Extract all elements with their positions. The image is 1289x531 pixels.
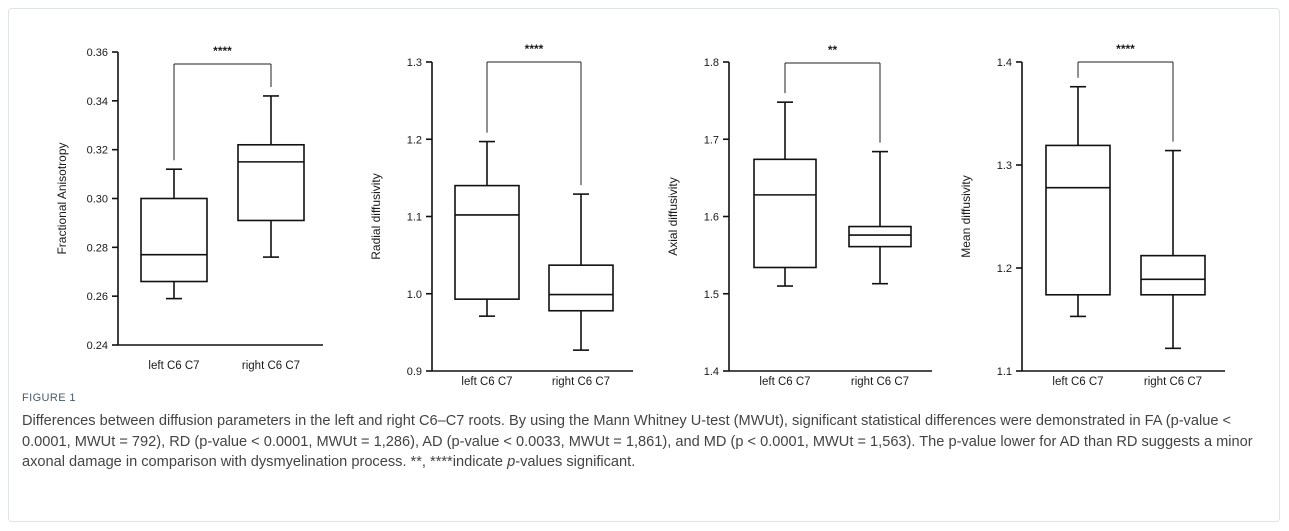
box-iqr xyxy=(548,264,614,312)
y-axis-label: Mean diffusivity xyxy=(959,175,973,257)
significance-stars: **** xyxy=(213,44,232,58)
y-tick-label: 0.26 xyxy=(87,291,108,303)
x-category-label: right C6 C7 xyxy=(851,376,909,388)
y-tick-label: 0.28 xyxy=(87,242,108,254)
y-tick-label: 1.6 xyxy=(704,212,719,224)
y-tick-label: 1.8 xyxy=(704,57,719,69)
figure-label: FIGURE 1 xyxy=(22,392,76,404)
x-category-label: left C6 C7 xyxy=(759,376,810,388)
x-category-label: left C6 C7 xyxy=(461,376,512,388)
y-tick-label: 0.24 xyxy=(87,340,108,352)
caption-text-end: -values significant. xyxy=(515,454,636,470)
y-tick-label: 0.32 xyxy=(87,145,108,157)
y-tick-label: 0.34 xyxy=(87,96,108,108)
box-iqr xyxy=(237,143,305,222)
box-iqr xyxy=(1045,144,1111,296)
box-iqr xyxy=(848,225,912,248)
y-axis-label: Radial diffusivity xyxy=(369,173,383,259)
y-tick-label: 1.7 xyxy=(704,134,719,146)
y-tick-label: 1.1 xyxy=(997,366,1012,378)
y-tick-label: 1.3 xyxy=(407,57,422,69)
y-tick-label: 1.5 xyxy=(704,289,719,301)
significance-stars: **** xyxy=(1116,42,1135,56)
x-category-label: left C6 C7 xyxy=(148,360,199,372)
box-iqr xyxy=(1140,254,1206,296)
significance-stars: ** xyxy=(828,43,838,57)
y-tick-label: 0.36 xyxy=(87,47,108,59)
figure-caption: Differences between diffusion parameters… xyxy=(22,411,1262,473)
x-category-label: right C6 C7 xyxy=(1144,376,1202,388)
y-tick-label: 1.4 xyxy=(704,366,719,378)
box-iqr xyxy=(140,197,208,283)
x-category-label: right C6 C7 xyxy=(552,376,610,388)
x-category-label: right C6 C7 xyxy=(242,360,300,372)
caption-italic-p: p xyxy=(507,454,516,470)
y-tick-label: 0.30 xyxy=(87,194,108,206)
y-axis-label: Axial diffusivity xyxy=(666,177,680,255)
y-tick-label: 1.2 xyxy=(407,134,422,146)
caption-text: Differences between diffusion parameters… xyxy=(22,413,1253,470)
box-plot-panels: 0.24 0.26 0.28 0.30 0.32 0.34 0.36 Fractional A… xyxy=(55,42,1225,388)
box-iqr xyxy=(753,158,817,269)
y-tick-label: 1.2 xyxy=(997,263,1012,275)
y-tick-label: 1.1 xyxy=(407,212,422,224)
significance-stars: **** xyxy=(525,42,544,56)
y-tick-label: 1.0 xyxy=(407,289,422,301)
y-tick-label: 0.9 xyxy=(407,366,422,378)
y-tick-label: 1.3 xyxy=(997,160,1012,172)
figure-frame xyxy=(8,8,1280,522)
box-iqr xyxy=(454,184,520,300)
y-axis-label: Fractional Anisotropy xyxy=(55,142,69,254)
y-tick-label: 1.4 xyxy=(997,57,1012,69)
x-category-label: left C6 C7 xyxy=(1052,376,1103,388)
